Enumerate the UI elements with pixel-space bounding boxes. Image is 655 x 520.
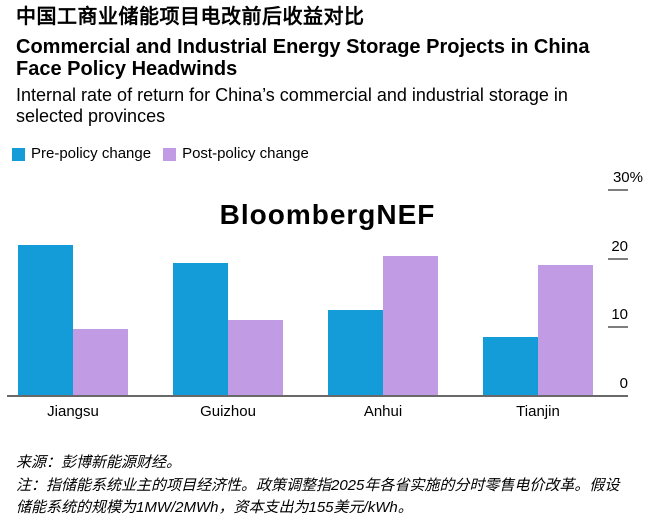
- x-axis-label-tianjin: Tianjin: [516, 403, 560, 420]
- bar-jiangsu-post: [73, 329, 128, 395]
- bar-guizhou-post: [228, 319, 283, 395]
- bar-anhui-pre: [328, 309, 383, 395]
- x-axis-label-guizhou: Guizhou: [200, 403, 256, 420]
- chart-subtitle: Internal rate of return for China’s comm…: [16, 85, 568, 126]
- bar-tianjin-pre: [483, 336, 538, 395]
- methodology-note: 注：指储能系统业主的项目经济性。政策调整指2025年各省实施的分时零售电价改革。…: [16, 477, 620, 516]
- y-tick-mark-20: [608, 257, 628, 260]
- chart-title-chinese: 中国工商业储能项目电改前后收益对比: [16, 6, 365, 28]
- y-tick-label-20: 20: [611, 237, 628, 255]
- bar-chart: BloombergNEF 0 10 20 30% Jiangsu Guizhou Anhu…: [0, 169, 655, 429]
- x-axis-label-anhui: Anhui: [363, 403, 403, 420]
- legend-item-post-policy: Post-policy change: [163, 145, 309, 163]
- y-tick-label-0: 0: [619, 375, 628, 392]
- legend-swatch-post-policy: [163, 147, 177, 161]
- footnotes: 来源：彭博新能源财经。 注：指储能系统业主的项目经济性。政策调整指2025年各省…: [16, 452, 630, 519]
- legend-label-pre-policy: Pre-policy change: [31, 145, 152, 162]
- legend-item-pre-policy: Pre-policy change: [12, 145, 151, 163]
- bar-anhui-post: [383, 256, 438, 395]
- x-axis-label-jiangsu: Jiangsu: [47, 403, 99, 420]
- chart-legend: Pre-policy change Post-policy change: [12, 145, 309, 163]
- bar-guizhou-pre: [173, 263, 228, 395]
- source-note: 来源：彭博新能源财经。: [16, 454, 182, 471]
- legend-swatch-pre-policy: [12, 147, 25, 161]
- y-tick-mark-10: [608, 326, 628, 329]
- y-tick-mark-30: [608, 189, 628, 191]
- bar-jiangsu-pre: [18, 245, 73, 395]
- chart-title-english: Commercial and Industrial Energy Storage…: [16, 36, 590, 80]
- y-tick-label-10: 10: [611, 306, 628, 324]
- plot-area: [7, 189, 628, 397]
- bloombergnef-watermark: BloombergNEF: [219, 199, 436, 230]
- bar-tianjin-post: [538, 264, 593, 395]
- y-tick-label-30: 30%: [612, 169, 643, 186]
- legend-label-post-policy: Post-policy change: [182, 145, 309, 162]
